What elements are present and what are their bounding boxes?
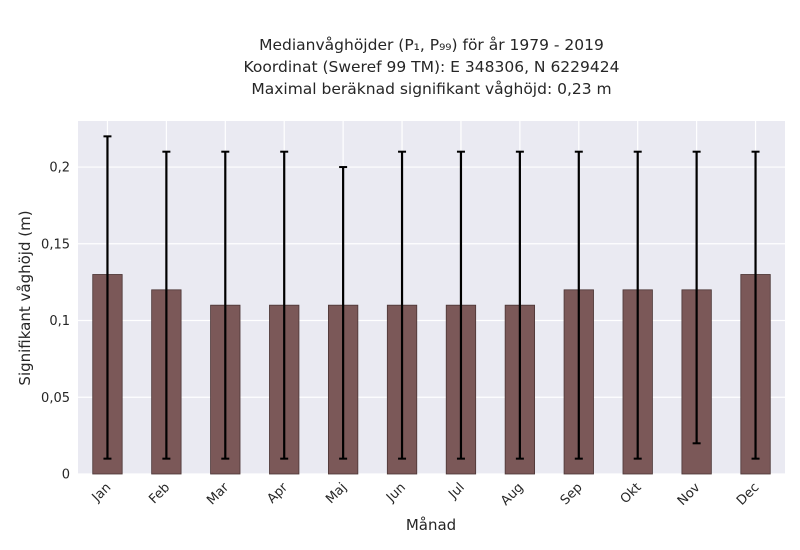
y-tick-label: 0,1 <box>49 314 70 329</box>
x-axis-label: Månad <box>405 516 457 534</box>
x-tick-label: Mar <box>204 480 232 508</box>
x-tick-label: Jul <box>445 480 467 502</box>
y-axis-label: Signifikant våghöjd (m) <box>16 210 34 386</box>
chart-title: Medianvåghöjder (P₁, P₉₉) för år 1979 - … <box>78 34 785 100</box>
x-tick-label: Dec <box>734 480 762 508</box>
y-tick-label: 0,05 <box>41 391 70 406</box>
x-tick-label: Feb <box>146 480 173 507</box>
x-tick-label: Jan <box>89 480 114 505</box>
chart-title-line-3: Maximal beräknad signifikant våghöjd: 0,… <box>251 80 612 98</box>
x-tick-label: Jun <box>383 480 409 506</box>
chart-title-line-2: Koordinat (Sweref 99 TM): E 348306, N 62… <box>243 58 620 76</box>
x-tick-label: Sep <box>558 480 586 508</box>
y-tick-label: 0,2 <box>49 161 70 176</box>
x-tick-label: Apr <box>265 480 292 507</box>
x-tick-label: Nov <box>675 480 704 509</box>
x-tick-label: Maj <box>323 480 350 507</box>
y-tick-label: 0 <box>62 468 70 483</box>
plot-area <box>78 121 785 474</box>
x-tick-label: Okt <box>618 480 645 507</box>
chart-title-line-1: Medianvåghöjder (P₁, P₉₉) för år 1979 - … <box>259 36 604 54</box>
y-tick-label: 0,15 <box>41 237 70 252</box>
x-tick-label: Aug <box>498 480 527 509</box>
